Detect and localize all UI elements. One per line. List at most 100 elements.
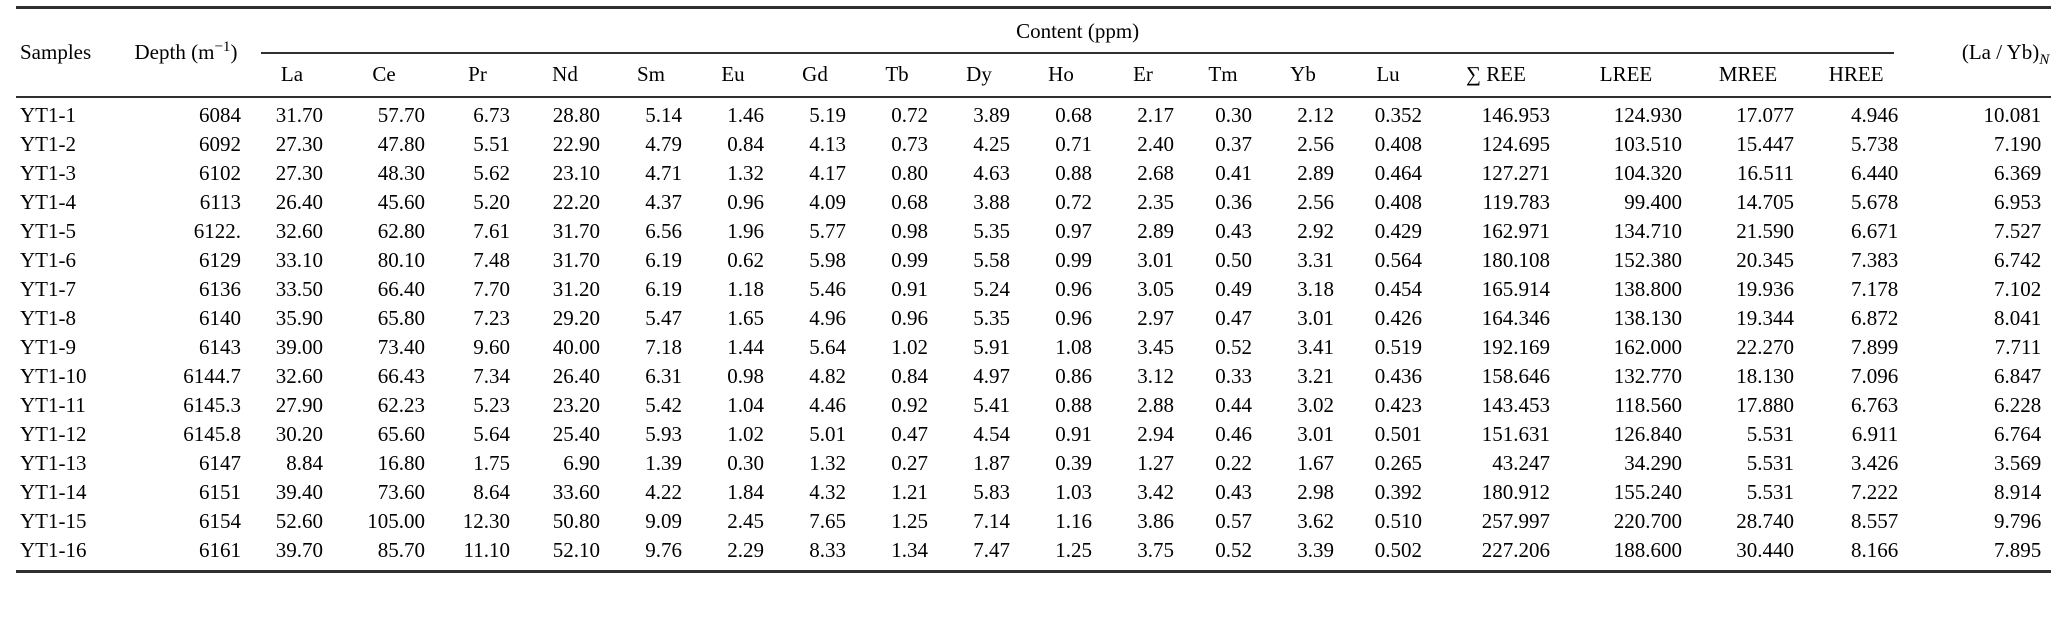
cell-la-yb-ratio: 6.847 bbox=[1994, 364, 2042, 388]
depth-label: Depth (m−1) bbox=[134, 39, 238, 64]
column-header-lu: Lu bbox=[1344, 54, 1432, 98]
cell-hree: 3.426 bbox=[1851, 451, 1899, 475]
cell-mree: 22.270 bbox=[1736, 335, 1794, 359]
cell-yb: 3.39 bbox=[1297, 538, 1334, 562]
cell-ho: 0.88 bbox=[1055, 161, 1092, 185]
column-header-la: La bbox=[251, 54, 333, 98]
cell-nd: 33.60 bbox=[552, 480, 600, 504]
cell-pr: 7.48 bbox=[473, 248, 510, 272]
cell-er: 1.27 bbox=[1137, 451, 1174, 475]
depth-cell: 6136 bbox=[199, 277, 241, 301]
column-header-gd: Gd bbox=[774, 54, 856, 98]
cell-sm: 6.31 bbox=[645, 364, 682, 388]
sample-cell: YT1-7 bbox=[20, 277, 76, 301]
cell-yb: 3.21 bbox=[1297, 364, 1334, 388]
column-header-ce: Ce bbox=[333, 54, 435, 98]
cell-nd: 22.90 bbox=[552, 132, 600, 156]
cell-tm: 0.44 bbox=[1215, 393, 1252, 417]
cell-hree: 6.911 bbox=[1851, 422, 1899, 446]
cell-pr: 11.10 bbox=[463, 538, 510, 562]
depth-cell: 6144.7 bbox=[183, 364, 241, 388]
cell-gd: 4.82 bbox=[809, 364, 846, 388]
table-row: YT1-15 6154 52.60 105.00 12.30 50.80 9.09 2.45 7… bbox=[16, 507, 2051, 536]
cell-sm: 4.79 bbox=[645, 132, 682, 156]
cell-sm: 9.76 bbox=[645, 538, 682, 562]
cell-lu: 0.501 bbox=[1374, 422, 1422, 446]
table-body: YT1-1 6084 31.70 57.70 6.73 28.80 5.14 1.46 5.19… bbox=[16, 97, 2051, 572]
cell-eu: 0.98 bbox=[727, 364, 764, 388]
cell-sm: 6.19 bbox=[645, 248, 682, 272]
cell-tb: 0.27 bbox=[891, 451, 928, 475]
cell-la-yb-ratio: 7.102 bbox=[1994, 277, 2042, 301]
cell-yb: 3.01 bbox=[1297, 306, 1334, 330]
cell-gd: 4.46 bbox=[809, 393, 846, 417]
cell-dy: 5.24 bbox=[973, 277, 1010, 301]
cell-eu: 1.32 bbox=[727, 161, 764, 185]
cell-la-yb-ratio: 6.742 bbox=[1994, 248, 2042, 272]
cell-dy: 5.91 bbox=[973, 335, 1010, 359]
cell-tb: 0.84 bbox=[891, 364, 928, 388]
cell-dy: 4.97 bbox=[973, 364, 1010, 388]
cell-tb: 0.68 bbox=[891, 190, 928, 214]
cell-yb: 2.56 bbox=[1297, 132, 1334, 156]
cell-yb: 3.01 bbox=[1297, 422, 1334, 446]
cell-lree: 99.400 bbox=[1624, 190, 1682, 214]
sample-cell: YT1-10 bbox=[20, 364, 87, 388]
cell-eu: 0.96 bbox=[727, 190, 764, 214]
table-row: YT1-11 6145.3 27.90 62.23 5.23 23.20 5.42 1.04 4… bbox=[16, 391, 2051, 420]
cell-dy: 5.35 bbox=[973, 219, 1010, 243]
cell-ce: 66.43 bbox=[377, 364, 425, 388]
table-row: YT1-5 6122. 32.60 62.80 7.61 31.70 6.56 1.96 5.7… bbox=[16, 217, 2051, 246]
cell-la: 26.40 bbox=[275, 190, 323, 214]
cell-er: 2.97 bbox=[1137, 306, 1174, 330]
cell-la: 27.30 bbox=[275, 161, 323, 185]
cell-hree: 7.096 bbox=[1851, 364, 1899, 388]
column-group-header-content: Content (ppm) bbox=[251, 8, 1908, 54]
cell-gd: 4.09 bbox=[809, 190, 846, 214]
depth-cell: 6151 bbox=[199, 480, 241, 504]
cell-ce: 62.80 bbox=[377, 219, 425, 243]
cell-lree: 126.840 bbox=[1613, 422, 1682, 446]
cell-nd: 23.10 bbox=[552, 161, 600, 185]
cell-er: 3.12 bbox=[1137, 364, 1174, 388]
table-row: YT1-7 6136 33.50 66.40 7.70 31.20 6.19 1.18 5.46… bbox=[16, 275, 2051, 304]
sample-cell: YT1-4 bbox=[20, 190, 76, 214]
cell-la: 35.90 bbox=[275, 306, 323, 330]
cell-tm: 0.33 bbox=[1215, 364, 1252, 388]
cell-eu: 1.65 bbox=[727, 306, 764, 330]
cell-tm: 0.52 bbox=[1215, 335, 1252, 359]
cell-tb: 0.72 bbox=[891, 103, 928, 127]
cell-eu: 0.62 bbox=[727, 248, 764, 272]
cell-gd: 4.13 bbox=[809, 132, 846, 156]
cell-dy: 5.58 bbox=[973, 248, 1010, 272]
cell-eu: 2.45 bbox=[727, 509, 764, 533]
depth-cell: 6143 bbox=[199, 335, 241, 359]
cell-gd: 4.32 bbox=[809, 480, 846, 504]
cell-nd: 26.40 bbox=[552, 364, 600, 388]
cell-nd: 31.70 bbox=[552, 248, 600, 272]
content-group-label: Content (ppm) bbox=[1016, 19, 1140, 43]
cell-tb: 0.99 bbox=[891, 248, 928, 272]
cell-la-yb-ratio: 6.228 bbox=[1994, 393, 2042, 417]
cell-lu: 0.464 bbox=[1374, 161, 1422, 185]
cell-mree: 16.511 bbox=[1737, 161, 1794, 185]
table-row: YT1-3 6102 27.30 48.30 5.62 23.10 4.71 1.32 4.17… bbox=[16, 159, 2051, 188]
cell-la: 33.10 bbox=[275, 248, 323, 272]
cell-yb: 3.41 bbox=[1297, 335, 1334, 359]
cell-sm: 9.09 bbox=[645, 509, 682, 533]
sample-cell: YT1-14 bbox=[20, 480, 87, 504]
cell-mree: 17.880 bbox=[1736, 393, 1794, 417]
depth-exponent: −1 bbox=[214, 39, 231, 55]
cell-ce: 16.80 bbox=[377, 451, 425, 475]
cell-tm: 0.22 bbox=[1215, 451, 1252, 475]
cell-lree: 155.240 bbox=[1613, 480, 1682, 504]
column-header-tm: Tm bbox=[1184, 54, 1262, 98]
cell-pr: 7.61 bbox=[473, 219, 510, 243]
cell-dy: 5.83 bbox=[973, 480, 1010, 504]
cell-mree: 5.531 bbox=[1746, 422, 1794, 446]
cell-la-yb-ratio: 8.914 bbox=[1994, 480, 2042, 504]
cell-hree: 8.557 bbox=[1851, 509, 1899, 533]
cell-er: 3.05 bbox=[1137, 277, 1174, 301]
cell-hree: 6.872 bbox=[1851, 306, 1899, 330]
